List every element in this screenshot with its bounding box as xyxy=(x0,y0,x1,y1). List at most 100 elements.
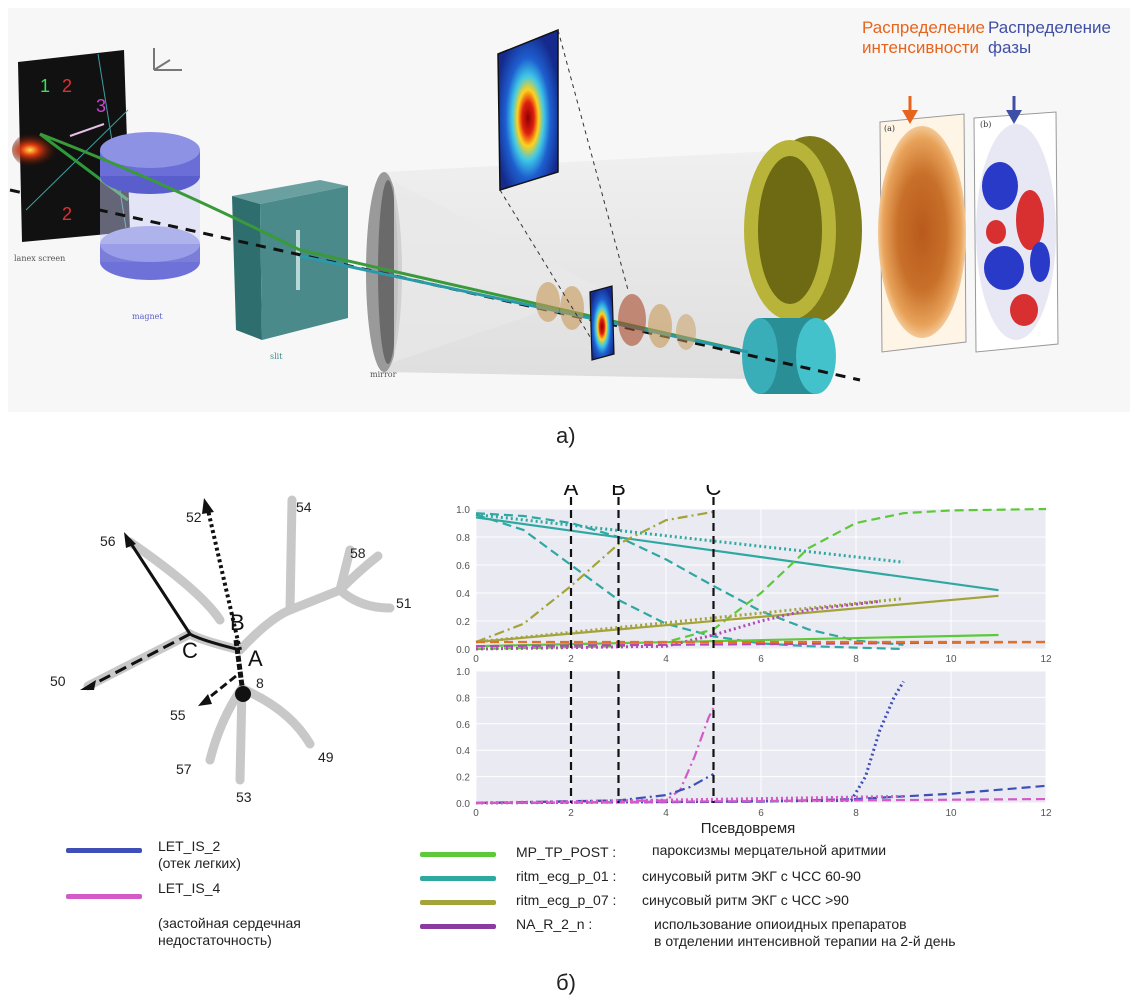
y-tick-1-3: 0.6 xyxy=(456,720,470,731)
series-0-0 xyxy=(475,516,999,592)
leaf-51: 51 xyxy=(396,595,412,611)
legend-swatch-ritm-07 xyxy=(420,900,496,905)
inset-b-label: (b) xyxy=(980,120,992,129)
legend-ritm-07-desc: синусовый ритм ЭКГ с ЧСС >90 xyxy=(642,892,849,908)
legend-na-r-2-n-desc2: в отделении интенсивной терапии на 2-й д… xyxy=(654,933,956,949)
magnet-label: magnet xyxy=(132,312,163,321)
y-tick-0-0: 0.0 xyxy=(456,645,470,656)
series-0-2 xyxy=(475,513,904,651)
series-0-3 xyxy=(475,512,904,646)
branch-point-a: A xyxy=(248,646,263,671)
intensity-arrow xyxy=(902,96,918,124)
caption-a: а) xyxy=(556,423,576,448)
x-tick-0-2: 4 xyxy=(663,654,669,665)
series-0-1 xyxy=(475,513,904,564)
x-tick-1-3: 6 xyxy=(758,808,764,819)
leaf-55: 55 xyxy=(170,707,186,723)
x-tick-1-6: 12 xyxy=(1040,808,1052,819)
x-axis-label: Псевдовремя xyxy=(701,820,796,837)
legend-swatch-let-is-2 xyxy=(66,848,142,853)
vline-label-B: B xyxy=(611,485,626,500)
x-tick-1-0: 0 xyxy=(473,808,479,819)
svg-text:1: 1 xyxy=(40,76,50,96)
setup-illustration: 1 2 3 2 xyxy=(8,8,1130,412)
legend-right: MP_TP_POST : пароксизмы мерцательной ари… xyxy=(420,840,1060,960)
intensity-map xyxy=(878,113,967,353)
y-tick-1-2: 0.4 xyxy=(456,746,470,757)
y-tick-0-5: 1.0 xyxy=(456,505,470,516)
series-0-7 xyxy=(475,594,999,644)
branch-point-c: C xyxy=(182,638,198,663)
path-to-55 xyxy=(205,674,237,702)
gold-ring xyxy=(744,136,862,324)
legend-ritm-01-desc: синусовый ритм ЭКГ с ЧСС 60-90 xyxy=(642,868,861,884)
y-tick-0-2: 0.4 xyxy=(456,589,470,600)
x-tick-0-3: 6 xyxy=(758,654,764,665)
legend-let-is-4-desc-2: недостаточность) xyxy=(158,932,272,948)
legend-swatch-na-r-2-n xyxy=(420,924,496,929)
series-1-0 xyxy=(475,707,715,805)
magnet xyxy=(100,132,200,280)
legend-left: LET_IS_2 (отек легких) LET_IS_4 (застойн… xyxy=(66,838,396,958)
mirror-label: mirror xyxy=(370,370,397,379)
x-tick-1-4: 8 xyxy=(853,808,859,819)
x-tick-1-1: 2 xyxy=(568,808,574,819)
hotspot-inset-small xyxy=(589,285,615,361)
leaf-8: 8 xyxy=(256,675,264,691)
x-tick-0-0: 0 xyxy=(473,654,479,665)
svg-text:2: 2 xyxy=(62,204,72,224)
series-0-8 xyxy=(475,597,904,644)
y-tick-0-4: 0.8 xyxy=(456,533,470,544)
slit-label: slit xyxy=(270,352,283,361)
series-0-4 xyxy=(475,507,1047,651)
series-0-5 xyxy=(475,633,999,648)
legend-ritm-01-code: ritm_ecg_p_01 : xyxy=(516,868,617,884)
phase-title: Распределение фазы xyxy=(988,18,1111,57)
y-tick-1-5: 1.0 xyxy=(456,667,470,678)
svg-text:2: 2 xyxy=(62,76,72,96)
legend-na-r-2-n-code: NA_R_2_n : xyxy=(516,916,593,932)
y-tick-1-4: 0.8 xyxy=(456,693,470,704)
trajectory-tree: 56 52 54 58 51 50 55 8 57 53 49 B C A xyxy=(50,495,412,805)
vline-label-C: C xyxy=(706,485,722,500)
cylinder xyxy=(366,150,800,380)
slit-block xyxy=(232,180,348,340)
y-tick-1-1: 0.2 xyxy=(456,773,470,784)
series-0-6 xyxy=(475,510,714,644)
intensity-title: Распределение интенсивности xyxy=(862,18,985,57)
legend-swatch-ritm-01 xyxy=(420,876,496,881)
leaf-49: 49 xyxy=(318,749,334,765)
beam-lines xyxy=(9,132,861,382)
y-tick-1-0: 0.0 xyxy=(456,799,470,810)
leaf-50: 50 xyxy=(50,673,66,689)
branch-point-b: B xyxy=(230,610,245,635)
y-tick-0-3: 0.6 xyxy=(456,561,470,572)
series-1-5 xyxy=(475,794,904,805)
vline-label-A: A xyxy=(564,485,579,500)
leaf-56: 56 xyxy=(100,533,116,549)
inset-a-label: (a) xyxy=(884,124,896,133)
charts: 0 2 4 6 8 10 12 0.0 0.2 0.4 0.6 0.8 1.0 A B C 0 2 4 6 8 10 12… xyxy=(456,485,1052,837)
legend-na-r-2-n-desc: использование опиоидных препаратов xyxy=(654,916,907,932)
leaf-58: 58 xyxy=(350,545,366,561)
path-to-56 xyxy=(128,541,241,652)
legend-mp-tp-post-desc: пароксизмы мерцательной аритмии xyxy=(652,842,887,858)
series-1-4 xyxy=(475,797,1047,805)
y-tick-0-1: 0.2 xyxy=(456,617,470,628)
phase-arrow xyxy=(1006,96,1022,124)
legend-let-is-4-desc-1: (застойная сердечная xyxy=(158,915,301,931)
x-tick-1-2: 4 xyxy=(663,808,669,819)
caption-b: б) xyxy=(556,970,576,995)
x-tick-0-6: 12 xyxy=(1040,654,1052,665)
hotspot-inset-large xyxy=(497,28,629,341)
legend-let-is-2-name: LET_IS_2 xyxy=(158,838,221,854)
path-to-50 xyxy=(89,632,191,688)
x-tick-1-5: 10 xyxy=(945,808,957,819)
series-0-10 xyxy=(475,640,1047,648)
legend-let-is-4-name: LET_IS_4 xyxy=(158,880,221,896)
series-1-2 xyxy=(475,680,905,805)
leaf-52: 52 xyxy=(186,509,202,525)
legend-ritm-07-code: ritm_ecg_p_07 : xyxy=(516,892,617,908)
legend-let-is-2-desc: (отек легких) xyxy=(158,855,241,871)
legend-swatch-let-is-4 xyxy=(66,894,142,899)
